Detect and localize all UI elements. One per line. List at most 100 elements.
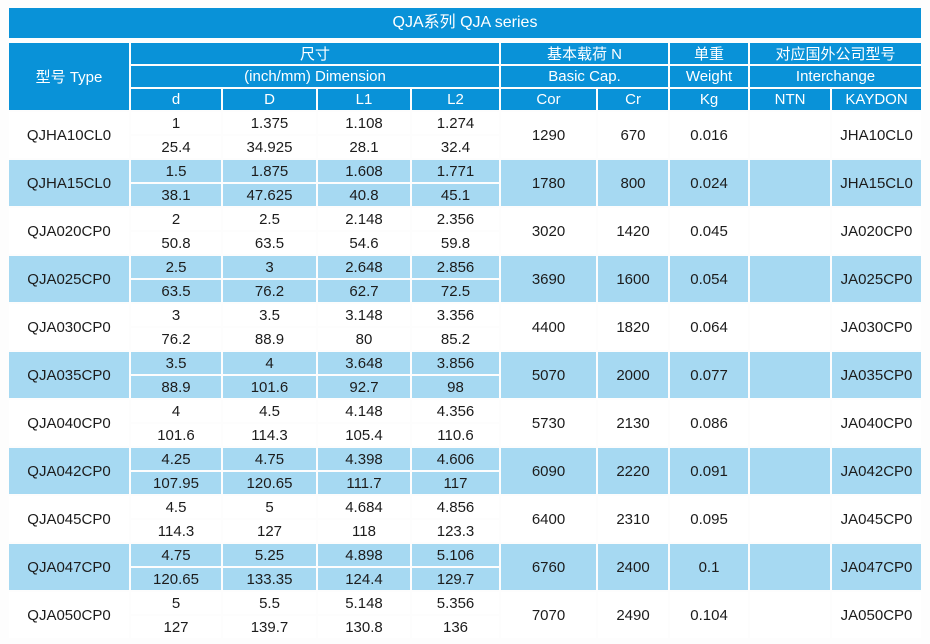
dim-L1-inch-cell: 2.148	[318, 208, 410, 230]
dim-L1-inch-cell: 1.608	[318, 160, 410, 182]
dim-d-inch-cell: 3.5	[131, 352, 221, 374]
header-weight-cn: 单重	[670, 43, 749, 64]
type-cell: QJA050CP0	[9, 592, 129, 638]
dim-L2-inch-cell: 3.356	[412, 304, 500, 326]
cor-cell: 6090	[501, 448, 597, 494]
dim-L2-inch-cell: 1.771	[412, 160, 500, 182]
dim-d-mm-cell: 107.95	[131, 472, 221, 494]
dim-d-inch-cell: 4	[131, 400, 221, 422]
kaydon-cell: JA035CP0	[832, 352, 922, 398]
table-row: QJA035CP0 3.5 4 3.648 3.856 5070 2000 0.077 JA03…	[9, 352, 922, 398]
type-cell: QJA047CP0	[9, 544, 129, 590]
kg-cell: 0.064	[670, 304, 749, 350]
dim-L1-mm-cell: 40.8	[318, 184, 410, 206]
dim-L1-mm-cell: 54.6	[318, 232, 410, 254]
dim-L2-mm-cell: 45.1	[412, 184, 500, 206]
dim-L1-mm-cell: 130.8	[318, 616, 410, 638]
dim-D-inch-cell: 1.375	[223, 112, 316, 134]
kg-cell: 0.077	[670, 352, 749, 398]
header-col-KAYDON: KAYDON	[832, 89, 922, 110]
kaydon-cell: JA047CP0	[832, 544, 922, 590]
dim-d-mm-cell: 76.2	[131, 328, 221, 350]
type-cell: QJA042CP0	[9, 448, 129, 494]
table-row-mm: 114.3 127 118 123.3	[9, 520, 921, 542]
table-body: QJHA10CL0 1 1.375 1.108 1.274 1290 670 0.016 JHA…	[9, 112, 922, 638]
dim-d-inch-cell: 3	[131, 304, 221, 326]
kaydon-cell: JHA10CL0	[832, 112, 922, 158]
dim-L1-mm-cell: 118	[318, 520, 410, 542]
dim-L2-inch-cell: 5.106	[412, 544, 500, 566]
cr-cell: 2000	[598, 352, 669, 398]
dim-d-inch-cell: 1	[131, 112, 221, 134]
dim-L2-inch-cell: 1.274	[412, 112, 500, 134]
table-row-mm: 120.65 133.35 124.4 129.7	[9, 568, 921, 590]
dim-D-mm-cell: 133.35	[223, 568, 316, 590]
dim-L1-mm-cell: 62.7	[318, 280, 410, 302]
dim-L1-mm-cell: 92.7	[318, 376, 410, 398]
ntn-cell	[750, 352, 831, 398]
ntn-cell	[750, 400, 831, 446]
dim-L2-mm-cell: 59.8	[412, 232, 500, 254]
dim-L2-inch-cell: 2.856	[412, 256, 500, 278]
spec-table: 型号 Type 尺寸 基本载荷 N 单重 对应国外公司型号 (inch/mm) …	[7, 41, 923, 640]
dim-D-mm-cell: 34.925	[223, 136, 316, 158]
dim-L1-inch-cell: 2.648	[318, 256, 410, 278]
ntn-cell	[750, 448, 831, 494]
cor-cell: 3020	[501, 208, 597, 254]
dim-L1-inch-cell: 3.648	[318, 352, 410, 374]
dim-L2-mm-cell: 32.4	[412, 136, 500, 158]
type-cell: QJA035CP0	[9, 352, 129, 398]
table-row: QJA050CP0 5 5.5 5.148 5.356 7070 2490 0.104 JA05…	[9, 592, 922, 638]
kg-cell: 0.045	[670, 208, 749, 254]
cor-cell: 6400	[501, 496, 597, 542]
kg-cell: 0.086	[670, 400, 749, 446]
kaydon-cell: JA042CP0	[832, 448, 922, 494]
kaydon-cell: JA030CP0	[832, 304, 922, 350]
table-row: QJA030CP0 3 3.5 3.148 3.356 4400 1820 0.064 JA03…	[9, 304, 922, 350]
table-header: 型号 Type 尺寸 基本载荷 N 单重 对应国外公司型号 (inch/mm) …	[9, 43, 922, 110]
dim-L1-mm-cell: 124.4	[318, 568, 410, 590]
dim-d-inch-cell: 2.5	[131, 256, 221, 278]
dim-d-mm-cell: 120.65	[131, 568, 221, 590]
kg-cell: 0.016	[670, 112, 749, 158]
table-row-mm: 76.2 88.9 80 85.2	[9, 328, 921, 350]
dim-D-mm-cell: 120.65	[223, 472, 316, 494]
dim-L1-mm-cell: 111.7	[318, 472, 410, 494]
header-col-Cor: Cor	[501, 89, 597, 110]
dim-L2-mm-cell: 123.3	[412, 520, 500, 542]
dim-L1-inch-cell: 4.898	[318, 544, 410, 566]
ntn-cell	[750, 496, 831, 542]
cor-cell: 1290	[501, 112, 597, 158]
cor-cell: 6760	[501, 544, 597, 590]
cr-cell: 2310	[598, 496, 669, 542]
dim-D-inch-cell: 5.25	[223, 544, 316, 566]
dim-L2-mm-cell: 129.7	[412, 568, 500, 590]
cor-cell: 5730	[501, 400, 597, 446]
dim-d-mm-cell: 88.9	[131, 376, 221, 398]
kg-cell: 0.095	[670, 496, 749, 542]
header-basic-cap-en: Basic Cap.	[501, 66, 669, 87]
header-basic-cap-cn: 基本载荷 N	[501, 43, 669, 64]
dim-L2-mm-cell: 72.5	[412, 280, 500, 302]
dim-L2-inch-cell: 3.856	[412, 352, 500, 374]
dim-L1-inch-cell: 3.148	[318, 304, 410, 326]
kg-cell: 0.1	[670, 544, 749, 590]
dim-L2-inch-cell: 4.356	[412, 400, 500, 422]
table-row-mm: 107.95 120.65 111.7 117	[9, 472, 921, 494]
cr-cell: 2490	[598, 592, 669, 638]
cr-cell: 1420	[598, 208, 669, 254]
table-row: QJHA15CL0 1.5 1.875 1.608 1.771 1780 800 0.024 J…	[9, 160, 922, 206]
table-row-mm: 88.9 101.6 92.7 98	[9, 376, 921, 398]
dim-D-inch-cell: 2.5	[223, 208, 316, 230]
header-type: 型号 Type	[9, 43, 129, 110]
kg-cell: 0.104	[670, 592, 749, 638]
dim-L2-mm-cell: 117	[412, 472, 500, 494]
type-cell: QJA020CP0	[9, 208, 129, 254]
table-row-mm: 63.5 76.2 62.7 72.5	[9, 280, 921, 302]
dim-D-mm-cell: 76.2	[223, 280, 316, 302]
table-row: QJA045CP0 4.5 5 4.684 4.856 6400 2310 0.095 JA04…	[9, 496, 922, 542]
kaydon-cell: JA050CP0	[832, 592, 922, 638]
type-cell: QJA045CP0	[9, 496, 129, 542]
cor-cell: 3690	[501, 256, 597, 302]
kaydon-cell: JA045CP0	[832, 496, 922, 542]
